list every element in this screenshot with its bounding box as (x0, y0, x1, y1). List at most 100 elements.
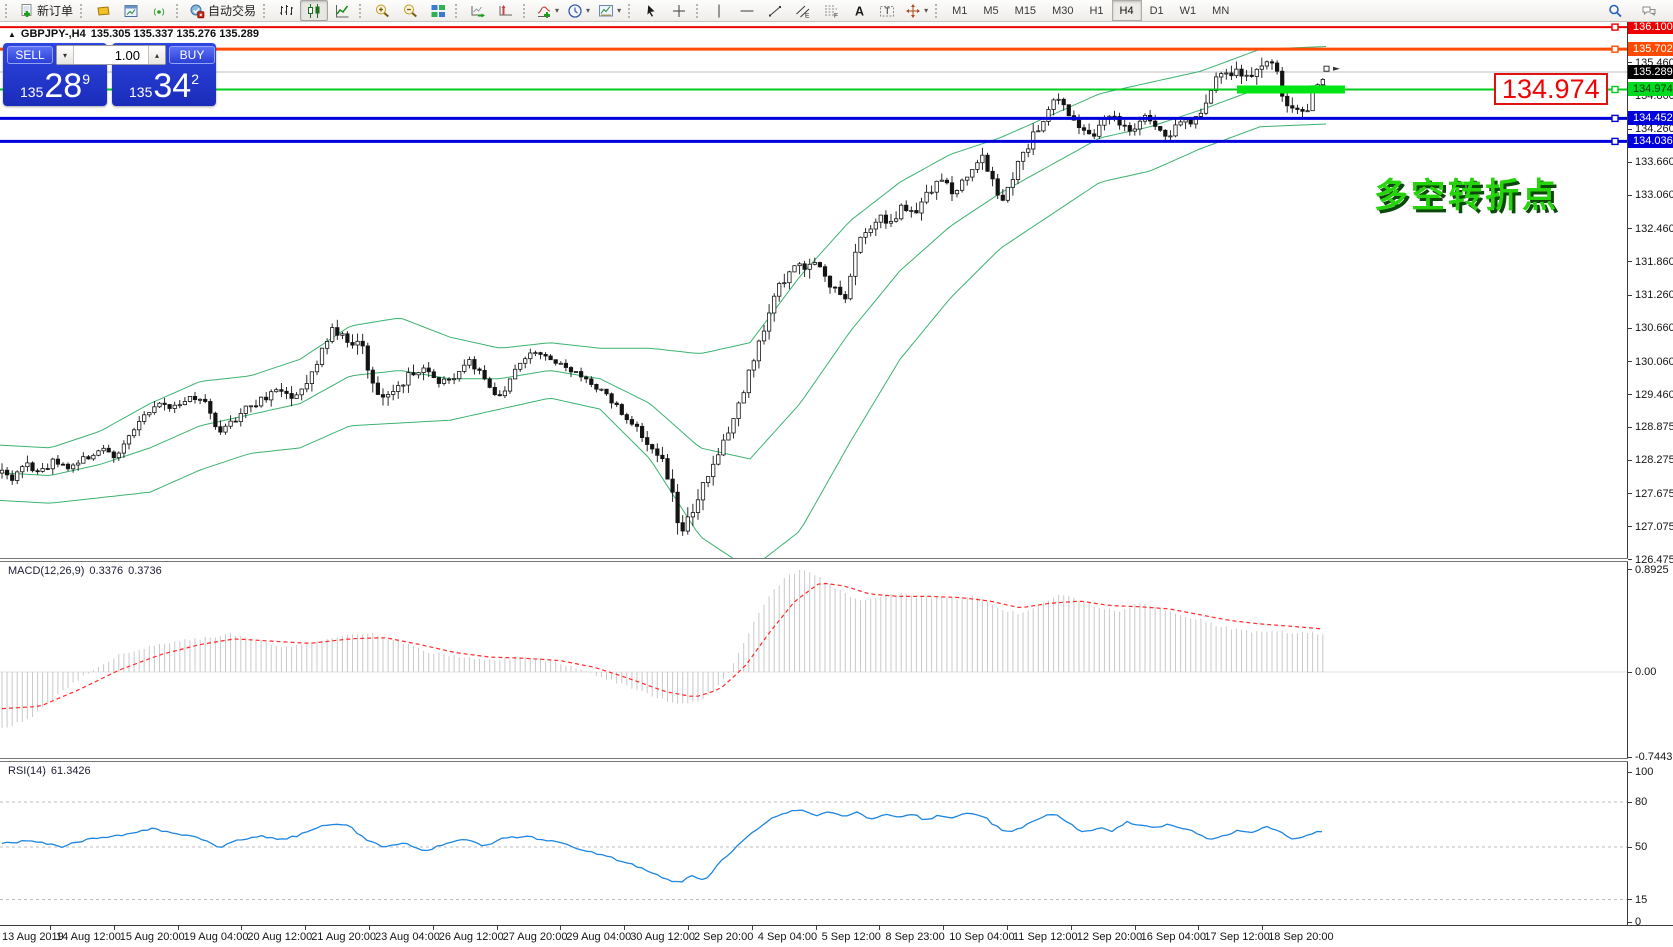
zoom-in-button[interactable] (368, 0, 396, 21)
time-axis[interactable] (0, 925, 1673, 926)
dropdown-caret-icon[interactable]: ▾ (617, 5, 622, 15)
chart-window-button[interactable] (117, 0, 145, 21)
price-level-label: 134.452 (1628, 111, 1673, 126)
auto-scroll-button[interactable] (464, 0, 492, 21)
timeframe-button-h4[interactable]: H4 (1111, 0, 1142, 21)
price-tickmark (1628, 128, 1632, 130)
rsi-tickmark (1628, 846, 1632, 848)
candlestick-chart[interactable] (0, 22, 1628, 558)
time-tick-label: 17 Sep 12:00 (1204, 931, 1270, 943)
volume-control: ▾ 1.00 ▴ (56, 45, 166, 65)
channel-button[interactable]: E (789, 0, 817, 21)
label-button[interactable]: T (873, 0, 901, 21)
toolbar-grip[interactable] (5, 3, 11, 18)
timeframe-button-d1[interactable]: D1 (1149, 4, 1164, 17)
rsi-label: RSI(14) 61.3426 (8, 765, 91, 777)
time-tick-label: 2 Sep 20:00 (694, 931, 754, 943)
rsi-tick-label: 50 (1635, 841, 1648, 853)
periods-button[interactable]: ▾ (563, 0, 594, 21)
dropdown-caret-icon[interactable]: ▾ (555, 5, 560, 15)
zoom-out-button-icon (404, 4, 417, 17)
zoom-out-button[interactable] (396, 0, 424, 21)
timeframe-button-m30[interactable]: M30 (1052, 4, 1074, 17)
time-tickmark (815, 926, 817, 930)
horizontal-line-button[interactable] (733, 0, 761, 21)
autotrade-button[interactable]: 自动交易 (185, 0, 260, 21)
toolbar-grip[interactable] (628, 3, 634, 18)
price-axis[interactable]: 135.460134.860134.260133.660133.060132.4… (1627, 20, 1673, 928)
buy-button[interactable]: BUY (169, 46, 215, 64)
svg-text:E: E (805, 12, 810, 19)
time-tick-label: 19 Aug 04:00 (183, 931, 249, 943)
turning-point-annotation[interactable]: 多空转折点 (1374, 177, 1559, 215)
time-tick-label: 15 Aug 20:00 (119, 931, 185, 943)
price-tick-label: 128.275 (1635, 454, 1673, 467)
collapse-panel-icon[interactable]: ▲ (8, 29, 16, 39)
toolbar-right-icons (1601, 0, 1671, 21)
dropdown-caret-icon[interactable]: ▾ (924, 5, 929, 15)
symbol-period-label: GBPJPY-,H4 (20, 28, 86, 40)
channel-button-icon: E (796, 5, 810, 19)
volume-decrease-button[interactable]: ▾ (57, 46, 74, 64)
sell-button[interactable]: SELL (7, 46, 53, 64)
trendline-button[interactable] (761, 0, 789, 21)
toolbar-grip[interactable] (455, 3, 461, 18)
templates-button[interactable]: ▾ (594, 0, 625, 21)
timeframe-button-h1[interactable]: H1 (1089, 4, 1104, 17)
volume-input[interactable]: 1.00 (114, 47, 140, 63)
time-tick-label: 14 Aug 12:00 (56, 931, 121, 943)
macd-indicator-pane[interactable] (0, 562, 1628, 758)
toolbar-grip[interactable] (359, 3, 365, 18)
toolbar-grip[interactable] (80, 3, 86, 18)
time-tickmark (1070, 926, 1072, 930)
macd-value-2: 0.3736 (128, 565, 162, 577)
time-tick-label: 27 Aug 20:00 (502, 931, 568, 943)
chat-button[interactable] (1635, 0, 1663, 21)
signals-button[interactable] (145, 0, 173, 21)
toolbar-grip[interactable] (523, 3, 529, 18)
volume-increase-button[interactable]: ▴ (148, 46, 165, 64)
fibonacci-button[interactable]: F (817, 0, 845, 21)
price-tickmark (1628, 559, 1632, 561)
text-button[interactable]: A (845, 0, 873, 21)
bar-chart-button[interactable] (272, 0, 300, 21)
macd-pane-splitter[interactable] (0, 558, 1628, 562)
indicators-button[interactable]: ▾ (532, 0, 563, 21)
timeframe-button-mn[interactable]: MN (1212, 4, 1230, 17)
timeframe-button-m5[interactable]: M5 (983, 4, 999, 17)
vertical-line-button-icon (718, 4, 720, 17)
price-tickmark (1628, 327, 1632, 329)
time-tick-label: 11 Sep 12:00 (1013, 931, 1078, 943)
dropdown-caret-icon[interactable]: ▾ (586, 5, 591, 15)
toolbar-grip[interactable] (935, 3, 941, 18)
rsi-tickmark (1628, 771, 1632, 773)
chart-shift-button[interactable] (492, 0, 520, 21)
rsi-tickmark (1628, 801, 1632, 803)
line-chart-button-icon (336, 4, 349, 17)
line-chart-button[interactable] (328, 0, 356, 21)
toolbar-grip[interactable] (263, 3, 269, 18)
chart-background[interactable] (0, 22, 1673, 947)
market-watch-button[interactable] (89, 0, 117, 21)
vertical-line-button[interactable] (705, 0, 733, 21)
price-tick-label: 126.475 (1635, 553, 1673, 566)
zoom-in-button-icon (376, 4, 389, 17)
rsi-indicator-pane[interactable] (0, 762, 1628, 925)
time-tickmark (305, 926, 307, 930)
candlestick-button[interactable] (300, 0, 329, 21)
toolbar-grip[interactable] (696, 3, 702, 18)
timeframe-button-m15[interactable]: M15 (1014, 4, 1037, 17)
timeframe-button-m1[interactable]: M1 (952, 4, 968, 17)
rsi-pane-splitter[interactable] (0, 758, 1628, 762)
arrows-button[interactable]: ▾ (901, 0, 932, 21)
timeframe-button-w1[interactable]: W1 (1179, 4, 1197, 17)
new-order-button[interactable]: 新订单 (14, 0, 77, 21)
crosshair-button[interactable] (665, 0, 693, 21)
tile-windows-button[interactable] (424, 0, 452, 21)
price-annotation-box[interactable]: 134.974 (1494, 73, 1608, 106)
time-tickmark (1007, 926, 1008, 930)
cursor-button[interactable] (637, 0, 665, 21)
search-button[interactable] (1601, 0, 1629, 21)
time-tickmark (1134, 926, 1136, 930)
toolbar-grip[interactable] (176, 3, 182, 18)
